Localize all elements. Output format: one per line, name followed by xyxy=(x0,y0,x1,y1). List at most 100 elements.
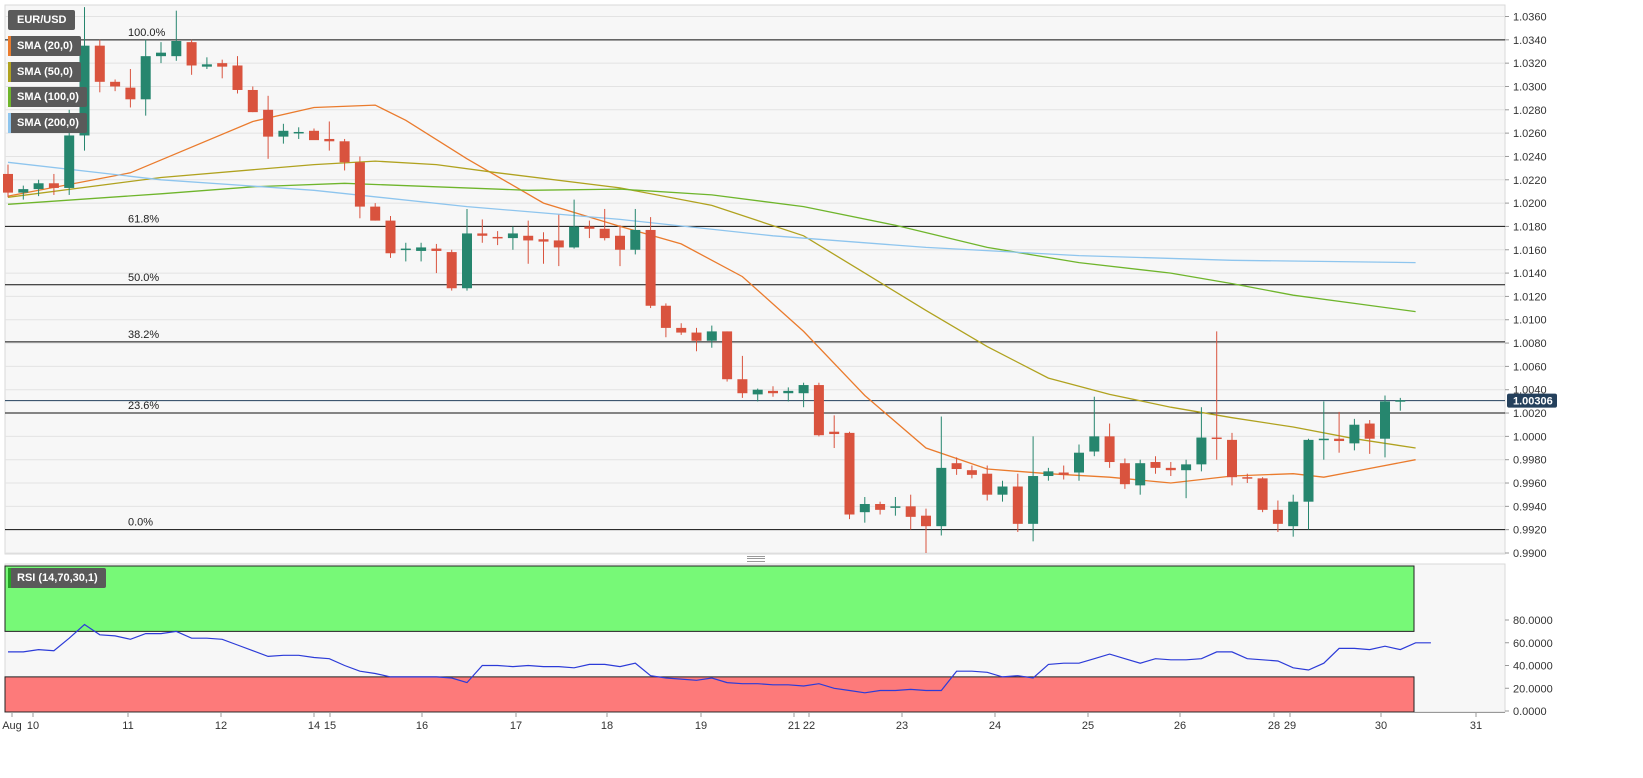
candle-body-bull xyxy=(156,52,166,57)
fibonacci-label: 0.0% xyxy=(128,517,153,529)
legend-rsi-label: RSI (14,70,30,1) xyxy=(17,572,98,584)
legend-sma20[interactable]: SMA (20,0) xyxy=(8,36,81,56)
candle-body-bull xyxy=(171,40,182,57)
time-tick-label: 11 xyxy=(122,720,133,732)
candle-body-bear xyxy=(110,81,121,87)
rsi-tick-label: 0.0000 xyxy=(1513,706,1547,718)
candle-body-bear xyxy=(921,515,931,527)
fibonacci-label: 61.8% xyxy=(128,213,159,225)
time-tick-label: 22 xyxy=(803,720,815,732)
candle-body-bull xyxy=(936,467,947,527)
candle-body-bear xyxy=(1242,477,1253,479)
sma100-line xyxy=(7,182,1416,313)
legend-symbol[interactable]: EUR/USD xyxy=(8,10,75,30)
candle-body-bear xyxy=(875,504,886,510)
candles xyxy=(3,7,1406,553)
candle-body-bull xyxy=(1135,463,1146,486)
price-panel xyxy=(4,4,1506,555)
price-tick-label: 1.0020 xyxy=(1513,408,1547,420)
candle-body-bear xyxy=(951,463,962,470)
candle-body-bear xyxy=(1227,439,1237,478)
rsi-zones xyxy=(4,565,1415,713)
sma50-swatch xyxy=(8,62,11,82)
price-tick-label: 0.9980 xyxy=(1513,455,1547,467)
candle-body-bear xyxy=(691,332,702,341)
time-tick-label: 30 xyxy=(1375,720,1387,732)
price-tick-label: 1.0080 xyxy=(1513,338,1547,350)
candle-body-bull xyxy=(1303,439,1314,502)
candle-body-bull xyxy=(1288,501,1299,527)
fibonacci-label: 100.0% xyxy=(128,27,166,39)
candle-body-bear xyxy=(1058,472,1069,475)
candle-body-bull xyxy=(33,183,44,190)
sma20-swatch xyxy=(8,36,11,56)
candle-body-bear xyxy=(1364,423,1375,439)
panel-splitter-handle[interactable] xyxy=(747,556,765,562)
legend-sma20-label: SMA (20,0) xyxy=(17,40,73,52)
candle-body-bull xyxy=(140,56,151,100)
candle-body-bear xyxy=(768,390,778,394)
time-axis: Aug 10 11 12 14 15 16 17 18 19 21 22 23 24 25 26 28 29 30 3… xyxy=(2,712,1505,732)
candle-body-bull xyxy=(462,233,472,289)
price-axis: 1.0360 1.0340 1.0320 1.0300 1.0280 1.0260 1.02… xyxy=(1505,12,1547,560)
candle-body-bull xyxy=(1196,437,1207,465)
price-tick-label: 1.0280 xyxy=(1513,105,1547,117)
candle-body-bear xyxy=(339,141,350,163)
candle-body-bull xyxy=(1043,471,1054,477)
candle-body-bear xyxy=(1165,467,1176,471)
legend-sma50[interactable]: SMA (50,0) xyxy=(8,62,81,82)
legend-rsi[interactable]: RSI (14,70,30,1) xyxy=(8,568,106,588)
candle-body-bear xyxy=(829,431,840,435)
candle-body-bear xyxy=(538,239,549,242)
price-tick-label: 1.0360 xyxy=(1513,12,1547,24)
candle-body-bull xyxy=(630,229,641,250)
rsi-line xyxy=(8,623,1431,694)
price-tick-label: 1.0320 xyxy=(1513,58,1547,70)
time-tick-label: 10 xyxy=(27,720,39,732)
candle-body-bear xyxy=(553,240,564,248)
candle-body-bear xyxy=(247,89,258,113)
candle-body-bull xyxy=(1181,464,1192,471)
price-tick-label: 0.9900 xyxy=(1513,548,1547,560)
legend-sma200[interactable]: SMA (200,0) xyxy=(8,113,87,133)
candle-body-bear xyxy=(125,87,136,100)
candle-body-bull xyxy=(798,385,809,394)
rsi-swatch xyxy=(8,568,11,588)
candle-body-bear xyxy=(982,473,993,495)
legend-sma100[interactable]: SMA (100,0) xyxy=(8,87,87,107)
price-tick-label: 1.0200 xyxy=(1513,198,1547,210)
price-tick-label: 1.0180 xyxy=(1513,221,1547,233)
candle-body-bull xyxy=(507,233,518,239)
candle-body-bull xyxy=(1395,400,1406,402)
price-tick-label: 0.9940 xyxy=(1513,501,1547,513)
candle-body-bear xyxy=(3,173,13,193)
fibonacci-label: 38.2% xyxy=(128,329,159,341)
legend-sma200-label: SMA (200,0) xyxy=(17,117,79,129)
time-tick-label: 12 xyxy=(215,720,227,732)
candle-body-bull xyxy=(18,189,29,193)
candle-body-bear xyxy=(1272,509,1283,524)
candle-body-bull xyxy=(783,390,794,394)
fibonacci-label: 23.6% xyxy=(128,400,159,412)
time-tick-label: 23 xyxy=(896,720,908,732)
candle-body-bull xyxy=(1074,452,1084,473)
candle-body-bear xyxy=(660,305,671,328)
price-tick-label: 1.0220 xyxy=(1513,175,1547,187)
candle-body-bear xyxy=(1334,438,1345,442)
candle-body-bear xyxy=(324,138,335,142)
candle-body-bear xyxy=(645,229,656,306)
current-price-tag: 1.00306 xyxy=(1507,393,1557,408)
price-tag-box xyxy=(1507,393,1557,408)
candle-body-bear xyxy=(599,228,610,239)
candle-body-bull xyxy=(1318,438,1329,441)
candle-body-bull xyxy=(293,131,304,134)
time-tick-label: 31 xyxy=(1470,720,1482,732)
candle-body-bear xyxy=(446,252,457,289)
candle-body-bear xyxy=(94,45,105,82)
legend-sma50-label: SMA (50,0) xyxy=(17,66,73,78)
candle-body-bear xyxy=(186,42,197,66)
price-tick-label: 1.0300 xyxy=(1513,81,1547,93)
candle-body-bear xyxy=(492,236,503,239)
fibonacci-label: 50.0% xyxy=(128,272,159,284)
